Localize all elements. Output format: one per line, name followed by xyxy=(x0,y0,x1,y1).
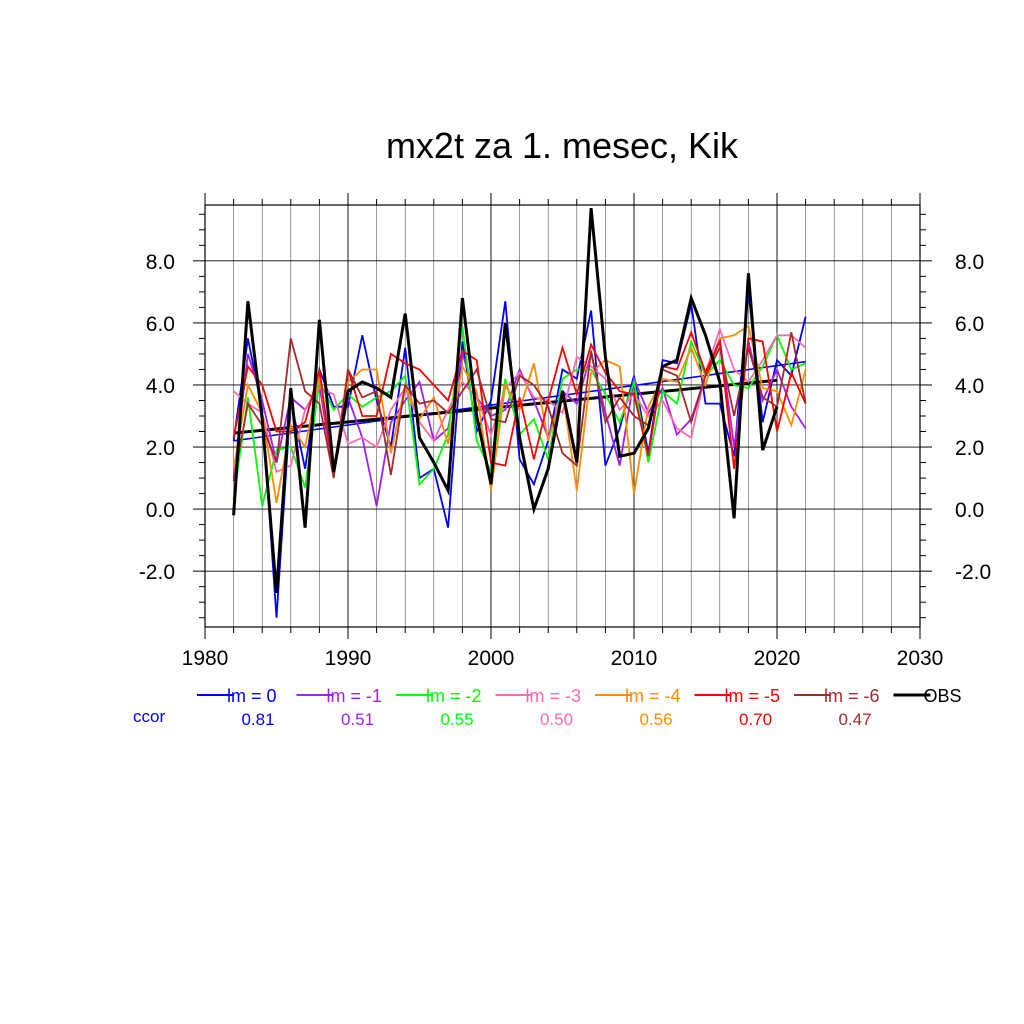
ccor-value: 0.81 xyxy=(241,710,274,729)
legend-label: OBS xyxy=(924,686,962,706)
series-line xyxy=(232,291,807,618)
chart-title: mx2t za 1. mesec, Kik xyxy=(386,125,739,166)
ccor-value: 0.70 xyxy=(739,710,772,729)
legend-label: lm = -4 xyxy=(625,686,681,706)
x-tick-label: 1990 xyxy=(325,647,372,670)
axis-ticks xyxy=(193,193,932,639)
x-tick-label: 2030 xyxy=(897,647,944,670)
ccor-value: 0.56 xyxy=(639,710,672,729)
series-line xyxy=(232,332,807,482)
y-tick-label-left: 6.0 xyxy=(146,313,175,336)
y-tick-labels: -2.0 -2.0 0.0 0.0 2.0 2.0 4.0 4.0 6.0 6.0 8.0 8.0 xyxy=(139,251,991,584)
y-tick-label-right: 0.0 xyxy=(955,499,984,522)
ccor-value: 0.51 xyxy=(341,710,374,729)
ccor-value: 0.55 xyxy=(440,710,473,729)
legend-label: lm = 0 xyxy=(227,686,277,706)
y-tick-label-left: 8.0 xyxy=(146,251,175,274)
legend-label: lm = -2 xyxy=(426,686,482,706)
y-tick-label-right: -2.0 xyxy=(955,561,991,584)
legend: lm = 0 0.81 lm = -1 0.51 lm = -2 0.55 lm = -3 0… xyxy=(133,686,962,729)
legend-label: lm = -1 xyxy=(327,686,383,706)
x-tick-label: 2020 xyxy=(754,647,801,670)
x-tick-label: 2010 xyxy=(611,647,658,670)
legend-label: lm = -6 xyxy=(824,686,880,706)
y-tick-label-left: -2.0 xyxy=(139,561,175,584)
ccor-label: ccor xyxy=(133,707,165,726)
y-tick-label-left: 4.0 xyxy=(146,375,175,398)
legend-label: lm = -5 xyxy=(725,686,781,706)
series-line xyxy=(232,207,779,594)
x-tick-labels: 1980 1990 2000 2010 2020 2030 xyxy=(182,647,944,670)
ccor-value: 0.47 xyxy=(838,710,871,729)
x-tick-label: 2000 xyxy=(468,647,515,670)
y-tick-label-right: 2.0 xyxy=(955,437,984,460)
y-tick-label-left: 2.0 xyxy=(146,437,175,460)
y-tick-label-right: 4.0 xyxy=(955,375,984,398)
y-tick-label-right: 8.0 xyxy=(955,251,984,274)
series-lines xyxy=(232,207,807,618)
series-line xyxy=(233,326,807,474)
legend-label: lm = -3 xyxy=(526,686,582,706)
y-tick-label-right: 6.0 xyxy=(955,313,984,336)
series-line xyxy=(232,329,807,476)
ccor-value: 0.50 xyxy=(540,710,573,729)
x-tick-label: 1980 xyxy=(182,647,229,670)
y-tick-label-left: 0.0 xyxy=(146,499,175,522)
